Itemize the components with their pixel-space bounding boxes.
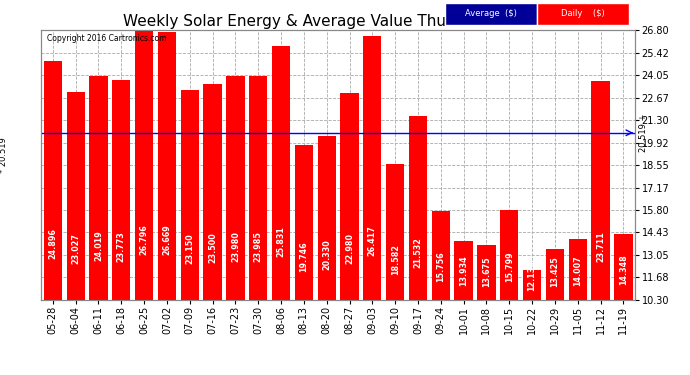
Bar — [181, 90, 199, 300]
Bar — [89, 75, 108, 300]
Text: 14.007: 14.007 — [573, 255, 582, 286]
Text: 23.985: 23.985 — [254, 231, 263, 261]
Text: 25.831: 25.831 — [277, 226, 286, 257]
Bar — [66, 92, 85, 300]
Bar — [500, 210, 518, 300]
Bar — [249, 76, 267, 300]
Text: Average  ($): Average ($) — [465, 9, 517, 18]
Bar — [135, 30, 153, 300]
Text: 13.934: 13.934 — [459, 255, 468, 286]
Bar — [386, 165, 404, 300]
Text: 18.582: 18.582 — [391, 244, 400, 275]
Bar — [591, 81, 610, 300]
Bar — [432, 211, 450, 300]
Bar — [158, 32, 176, 300]
Bar — [455, 240, 473, 300]
Bar — [546, 249, 564, 300]
Text: 22.980: 22.980 — [345, 233, 354, 264]
Bar — [569, 239, 587, 300]
Text: 26.669: 26.669 — [162, 224, 171, 255]
Text: Daily    ($): Daily ($) — [561, 9, 604, 18]
Text: 15.799: 15.799 — [505, 251, 514, 282]
Text: 20.330: 20.330 — [322, 240, 331, 270]
Bar — [477, 245, 495, 300]
Text: 24.019: 24.019 — [94, 231, 103, 261]
Text: 26.417: 26.417 — [368, 225, 377, 255]
Bar — [226, 76, 244, 300]
Bar — [340, 93, 359, 300]
Title: Weekly Solar Energy & Average Value Thu Nov 24 16:01: Weekly Solar Energy & Average Value Thu … — [123, 14, 553, 29]
Bar — [317, 136, 336, 300]
Text: 24.896: 24.896 — [48, 228, 57, 259]
Text: 23.027: 23.027 — [71, 233, 80, 264]
Bar — [363, 36, 382, 300]
Text: Copyright 2016 Cartronics.com: Copyright 2016 Cartronics.com — [48, 34, 167, 43]
Text: 23.150: 23.150 — [185, 233, 195, 264]
Bar — [204, 84, 221, 300]
Bar — [614, 234, 633, 300]
Bar — [272, 46, 290, 300]
Text: 26.796: 26.796 — [139, 224, 148, 255]
Bar — [112, 80, 130, 300]
Text: 19.746: 19.746 — [299, 241, 308, 272]
Text: 23.711: 23.711 — [596, 231, 605, 262]
Bar — [409, 116, 427, 300]
Text: 12.135: 12.135 — [528, 260, 537, 291]
FancyBboxPatch shape — [537, 3, 629, 25]
Bar — [43, 61, 62, 300]
Text: 20.519 +: 20.519 + — [639, 114, 648, 152]
Text: 23.980: 23.980 — [231, 231, 240, 261]
Text: 23.773: 23.773 — [117, 231, 126, 262]
Bar — [295, 146, 313, 300]
Text: 13.425: 13.425 — [551, 256, 560, 287]
Text: 23.500: 23.500 — [208, 232, 217, 263]
Text: * 20.519: * 20.519 — [0, 137, 8, 173]
Bar — [523, 270, 541, 300]
Text: 13.675: 13.675 — [482, 256, 491, 287]
Text: 15.756: 15.756 — [436, 251, 445, 282]
Text: 14.348: 14.348 — [619, 254, 628, 285]
FancyBboxPatch shape — [445, 3, 537, 25]
Text: 21.532: 21.532 — [413, 237, 422, 267]
